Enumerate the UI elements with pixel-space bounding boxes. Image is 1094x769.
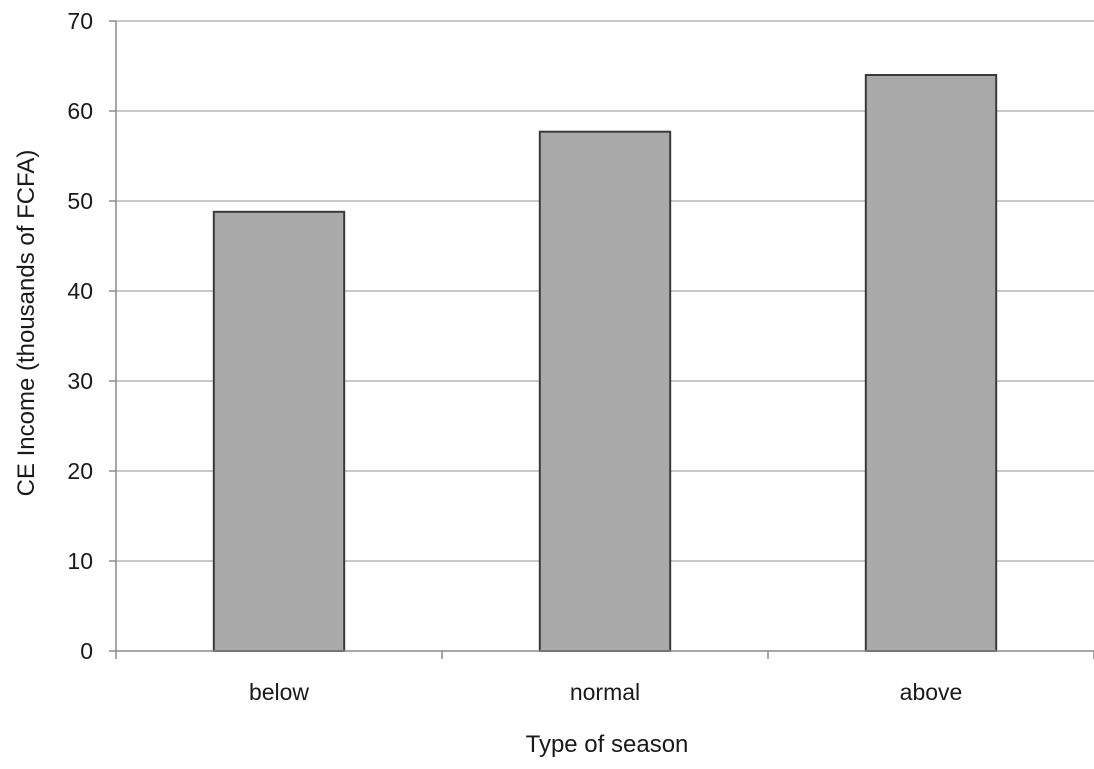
- y-tick-label: 60: [67, 98, 93, 124]
- y-axis-title: CE Income (thousands of FCFA): [13, 150, 40, 497]
- x-axis-title: Type of season: [526, 731, 689, 758]
- y-tick-label: 30: [67, 368, 93, 394]
- bar: [538, 130, 672, 652]
- y-tick-label: 50: [67, 188, 93, 214]
- bar: [212, 210, 346, 653]
- axes: [109, 20, 1094, 659]
- y-tick-label: 40: [67, 278, 93, 304]
- x-tick-label: normal: [570, 679, 640, 705]
- tick-labels: 0 10 20 30 40 50 60 70 below normal above: [67, 8, 962, 705]
- bar: [864, 74, 998, 652]
- bars: [212, 74, 998, 653]
- y-tick-label: 10: [67, 548, 93, 574]
- x-tick-label: below: [249, 679, 309, 705]
- y-tick-label: 20: [67, 458, 93, 484]
- y-tick-label: 70: [67, 8, 93, 34]
- y-tick-label: 0: [80, 638, 93, 664]
- x-tick-label: above: [900, 679, 963, 705]
